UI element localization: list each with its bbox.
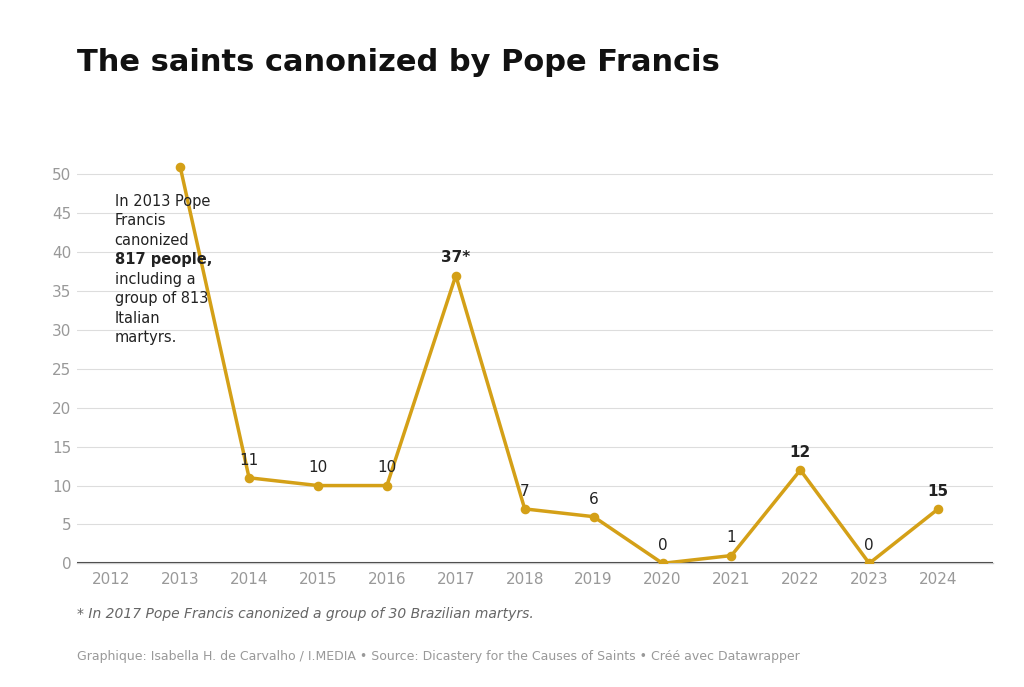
Point xyxy=(586,511,602,522)
Point xyxy=(861,558,878,569)
Text: 1: 1 xyxy=(727,530,736,545)
Text: 7: 7 xyxy=(520,484,529,499)
Text: 12: 12 xyxy=(790,445,811,460)
Text: Italian: Italian xyxy=(115,311,161,326)
Point xyxy=(379,480,395,491)
Text: 11: 11 xyxy=(240,453,259,468)
Text: 0: 0 xyxy=(864,538,874,553)
Point xyxy=(447,270,464,281)
Text: Francis: Francis xyxy=(115,214,166,228)
Text: 10: 10 xyxy=(377,460,396,475)
Point xyxy=(516,504,532,515)
Text: group of 813: group of 813 xyxy=(115,291,208,306)
Text: martyrs.: martyrs. xyxy=(115,330,177,345)
Point xyxy=(654,558,671,569)
Text: 817 people,: 817 people, xyxy=(115,252,212,267)
Text: 0: 0 xyxy=(657,538,668,553)
Text: 10: 10 xyxy=(308,460,328,475)
Text: 6: 6 xyxy=(589,492,598,506)
Text: * In 2017 Pope Francis canonized a group of 30 Brazilian martyrs.: * In 2017 Pope Francis canonized a group… xyxy=(77,607,534,621)
Point xyxy=(310,480,327,491)
Text: In 2013 Pope: In 2013 Pope xyxy=(115,194,210,209)
Point xyxy=(793,464,809,475)
Text: 37*: 37* xyxy=(441,251,470,265)
Point xyxy=(172,161,188,172)
Text: including a: including a xyxy=(115,271,196,286)
Point xyxy=(930,504,946,515)
Text: canonized: canonized xyxy=(115,233,189,248)
Text: Graphique: Isabella H. de Carvalho / I.MEDIA • Source: Dicastery for the Causes : Graphique: Isabella H. de Carvalho / I.M… xyxy=(77,649,800,662)
Text: The saints canonized by Pope Francis: The saints canonized by Pope Francis xyxy=(77,48,720,77)
Text: 15: 15 xyxy=(928,484,948,499)
Point xyxy=(241,472,257,483)
Point xyxy=(723,550,739,561)
